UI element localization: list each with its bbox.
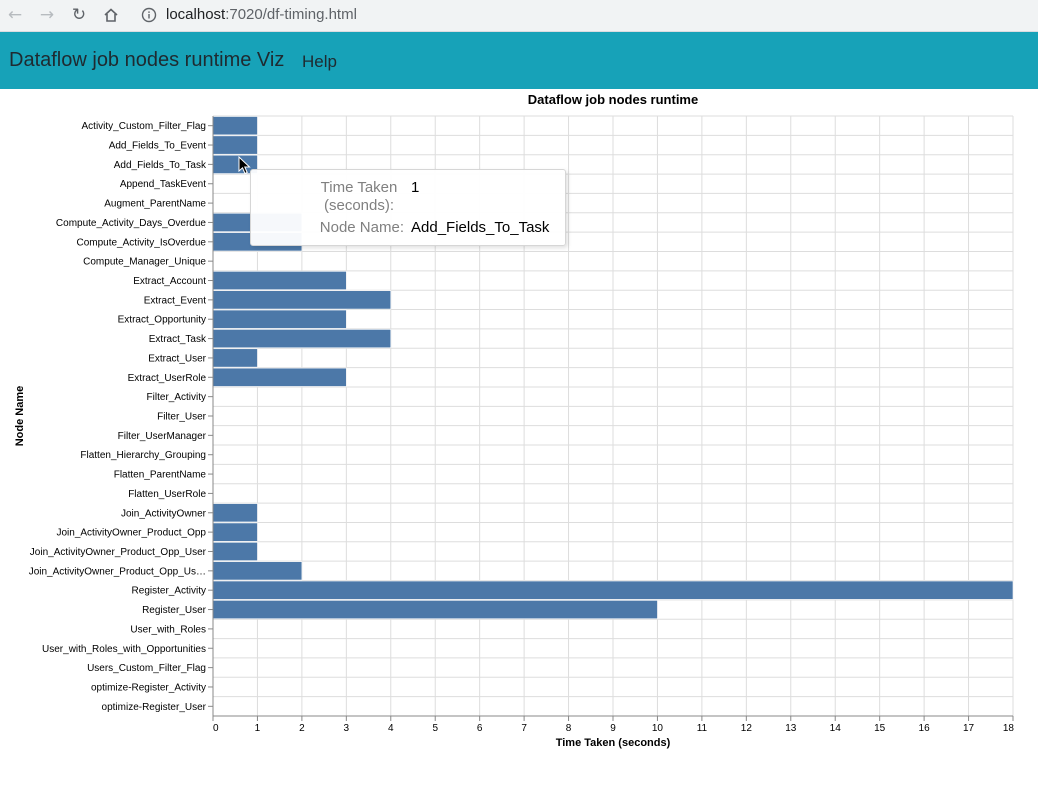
app-navbar: Dataflow job nodes runtime Viz Help	[0, 32, 1038, 89]
tooltip-key-time-text: Time Taken (seconds):	[320, 179, 398, 214]
y-tick-label: Users_Custom_Filter_Flag	[87, 663, 206, 674]
x-tick-label: 8	[566, 723, 572, 734]
x-tick-label: 1	[255, 723, 261, 734]
forward-icon[interactable]: →	[39, 4, 55, 25]
y-tick-label: Filter_User	[157, 412, 207, 423]
bar-Extract_Account[interactable]	[212, 271, 347, 290]
y-tick-label: Filter_Activity	[147, 392, 206, 403]
bar-Add_Fields_To_Event[interactable]	[212, 135, 258, 155]
mouse-cursor-icon	[238, 156, 251, 175]
x-tick-label: 7	[521, 723, 527, 734]
y-tick-label: Compute_Activity_IsOverdue	[76, 237, 206, 248]
bar-Activity_Custom_Filter_Flag[interactable]	[212, 116, 258, 136]
y-axis: Activity_Custom_Filter_Flag Add_Fields_To…	[29, 116, 214, 716]
x-tick-label: 6	[477, 723, 483, 734]
x-tick-label: 16	[919, 723, 931, 734]
bar-Join_ActivityOwner[interactable]	[212, 503, 258, 523]
y-tick-label: Add_Fields_To_Task	[114, 160, 207, 171]
y-tick-label: Extract_Account	[133, 276, 206, 287]
x-tick-label: 0	[213, 723, 219, 734]
bar-tooltip: Time Taken (seconds): 1 Node Name: Add_F…	[250, 169, 566, 246]
tooltip-key-node: Node Name:	[319, 219, 404, 236]
x-tick-label: 9	[610, 723, 616, 734]
url-path: :7020/df-timing.html	[225, 6, 357, 23]
browser-toolbar: ← → ↻ localhost:7020/df-timing.html	[0, 0, 1038, 32]
site-info-icon[interactable]	[140, 6, 158, 24]
tooltip-value-node: Add_Fields_To_Task	[411, 219, 550, 236]
x-tick-label: 5	[432, 723, 438, 734]
y-tick-label: Flatten_ParentName	[114, 470, 207, 481]
x-tick-label: 3	[344, 723, 350, 734]
y-tick-label: Extract_Opportunity	[118, 315, 206, 326]
y-tick-label: Filter_UserManager	[118, 431, 207, 442]
bar-Register_User[interactable]	[212, 600, 658, 620]
y-tick-label: Flatten_Hierarchy_Grouping	[80, 450, 206, 461]
bar-Extract_Task[interactable]	[212, 329, 392, 349]
y-axis-title: Node Name	[14, 386, 26, 447]
bar-Join_ActivityOwner_Product_Opp[interactable]	[212, 522, 258, 542]
x-tick-label: 18	[1003, 723, 1015, 734]
back-icon[interactable]: ←	[7, 4, 23, 25]
chart-title: Dataflow job nodes runtime	[528, 92, 698, 107]
x-tick-label: 2	[299, 723, 305, 734]
y-tick-label: User_with_Roles_with_Opportunities	[42, 644, 206, 655]
x-axis-title: Time Taken (seconds)	[556, 737, 671, 749]
bar-Extract_Opportunity[interactable]	[212, 309, 347, 329]
x-tick-label: 13	[785, 723, 797, 734]
y-tick-label: optimize-Register_Activity	[91, 682, 206, 693]
x-tick-label: 17	[963, 723, 975, 734]
x-tick-label: 11	[697, 723, 708, 734]
y-tick-label: Activity_Custom_Filter_Flag	[82, 121, 206, 132]
y-tick-label: Extract_UserRole	[128, 373, 207, 384]
y-tick-label: Extract_Task	[149, 334, 207, 345]
y-tick-label: Flatten_UserRole	[128, 489, 206, 500]
y-tick-label: Augment_ParentName	[104, 199, 206, 210]
reload-icon[interactable]: ↻	[71, 4, 87, 25]
y-tick-label: Join_ActivityOwner_Product_Opp_User	[30, 547, 207, 558]
bar-Join_ActivityOwner_Product_Opp_User[interactable]	[212, 542, 258, 561]
y-tick-label: Join_ActivityOwner	[121, 508, 207, 519]
help-link[interactable]: Help	[302, 52, 337, 71]
app-title[interactable]: Dataflow job nodes runtime Viz	[9, 49, 285, 71]
y-tick-label: Register_Activity	[132, 586, 206, 597]
x-tick-label: 12	[741, 723, 753, 734]
y-tick-label: Compute_Manager_Unique	[83, 257, 206, 268]
bar-Extract_Event[interactable]	[212, 290, 392, 310]
home-icon[interactable]	[100, 4, 122, 26]
url-host: localhost	[166, 6, 226, 23]
y-tick-label: Register_User	[142, 605, 207, 616]
x-axis: 0 1 2 3 4 5 6 7 8 9 10 11 12 13 14 15 16 17 18	[212, 715, 1015, 734]
y-tick-label: Join_ActivityOwner_Product_Opp	[56, 528, 206, 539]
bars	[212, 116, 1014, 620]
y-tick-label: Extract_User	[148, 353, 206, 364]
bar-Extract_UserRole[interactable]	[212, 367, 347, 387]
runtime-bar-chart: Dataflow job nodes runtime Activity_Cust…	[14, 92, 1015, 749]
y-tick-label: Compute_Activity_Days_Overdue	[56, 218, 207, 229]
y-tick-label: Add_Fields_To_Event	[109, 141, 207, 152]
y-tick-label: optimize-Register_User	[102, 702, 207, 713]
address-bar[interactable]: localhost:7020/df-timing.html	[166, 6, 357, 23]
x-tick-label: 14	[830, 723, 842, 734]
tooltip-key-time: Time Taken (seconds):	[314, 179, 404, 215]
x-tick-label: 15	[874, 723, 886, 734]
y-tick-label: Append_TaskEvent	[120, 179, 206, 190]
bar-Register_Activity[interactable]	[212, 580, 1014, 600]
y-tick-label: User_with_Roles	[130, 624, 206, 635]
bar-Extract_User[interactable]	[212, 348, 258, 368]
y-tick-label: Join_ActivityOwner_Product_Opp_Us…	[29, 566, 206, 577]
y-tick-label: Extract_Event	[144, 295, 206, 306]
x-tick-label: 4	[388, 723, 394, 734]
tooltip-value-time: 1	[411, 179, 420, 196]
bar-Join_ActivityOwner_Product_Opp_Us…[interactable]	[212, 561, 303, 581]
x-tick-label: 10	[652, 723, 664, 734]
